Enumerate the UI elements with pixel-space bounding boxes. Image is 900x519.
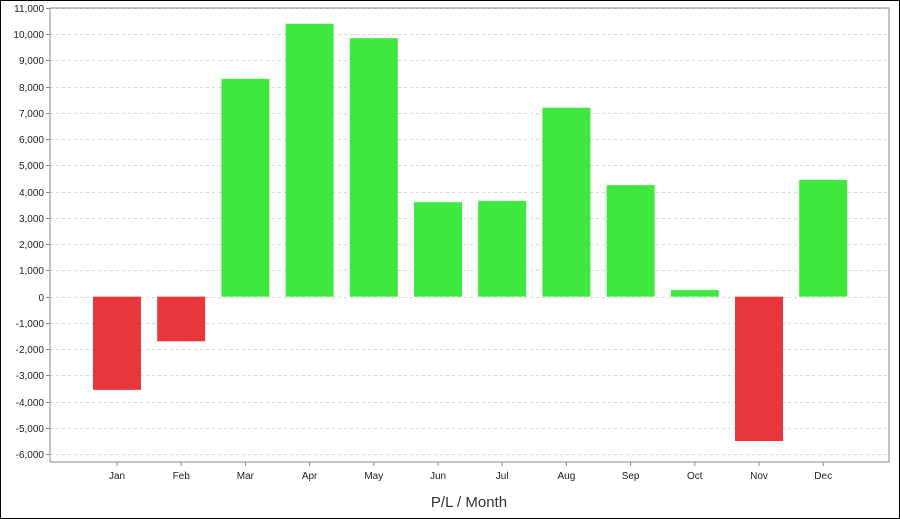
y-tick-label: -4,000 [16, 398, 45, 409]
bar-dec [799, 179, 848, 297]
y-tick-label: 11,000 [14, 4, 44, 15]
y-tick-label: 6,000 [19, 135, 44, 146]
y-tick-label: 7,000 [19, 109, 44, 120]
x-tick-label-nov: Nov [750, 471, 768, 482]
bar-oct [670, 290, 719, 297]
x-tick-label-feb: Feb [173, 471, 191, 482]
bar-jun [414, 202, 462, 297]
y-tick-label: -3,000 [16, 371, 45, 382]
bar-apr [285, 23, 334, 297]
x-tick-label-apr: Apr [302, 471, 318, 482]
y-tick-label: -5,000 [16, 424, 45, 435]
bar-jan [93, 296, 141, 390]
bar-feb [157, 296, 206, 342]
y-tick-label: 0 [38, 293, 44, 304]
y-tick-label: 3,000 [19, 214, 44, 225]
bars [93, 23, 848, 442]
y-tick-label: 2,000 [19, 240, 44, 251]
y-tick-label: 1,000 [19, 266, 44, 277]
x-axis-title: P/L / Month [431, 494, 507, 511]
x-tick-label-dec: Dec [814, 471, 832, 482]
x-axis-tick-labels: Jan Feb Mar Apr May Jun Jul Aug Sep Oct Nov Dec [109, 462, 832, 482]
plot-area [49, 7, 890, 463]
bar-aug [542, 107, 591, 297]
x-tick-label-jul: Jul [496, 471, 509, 482]
y-tick-label: -6,000 [16, 450, 45, 461]
y-tick-label: 8,000 [19, 83, 44, 94]
y-tick-label: 10,000 [13, 30, 44, 41]
bar-sep [606, 185, 655, 297]
x-tick-label-mar: Mar [237, 471, 255, 482]
y-tick-label: -2,000 [16, 345, 45, 356]
y-axis-tick-labels: 11,000 10,000 9,000 8,000 7,000 6,000 5,000 4,0… [13, 4, 50, 461]
x-tick-label-may: May [364, 471, 383, 482]
x-tick-label-jan: Jan [109, 471, 125, 482]
x-tick-label-aug: Aug [558, 471, 576, 482]
y-tick-label: 5,000 [19, 161, 44, 172]
x-tick-label-sep: Sep [622, 471, 640, 482]
bar-may [349, 38, 398, 297]
bar-mar [221, 78, 270, 297]
y-tick-label: -1,000 [16, 319, 45, 330]
x-tick-label-jun: Jun [430, 471, 446, 482]
bar-nov [735, 296, 783, 442]
x-tick-label-oct: Oct [687, 471, 703, 482]
y-tick-label: 4,000 [19, 188, 44, 199]
bar-jul [478, 200, 527, 297]
y-tick-label: 9,000 [19, 56, 44, 67]
